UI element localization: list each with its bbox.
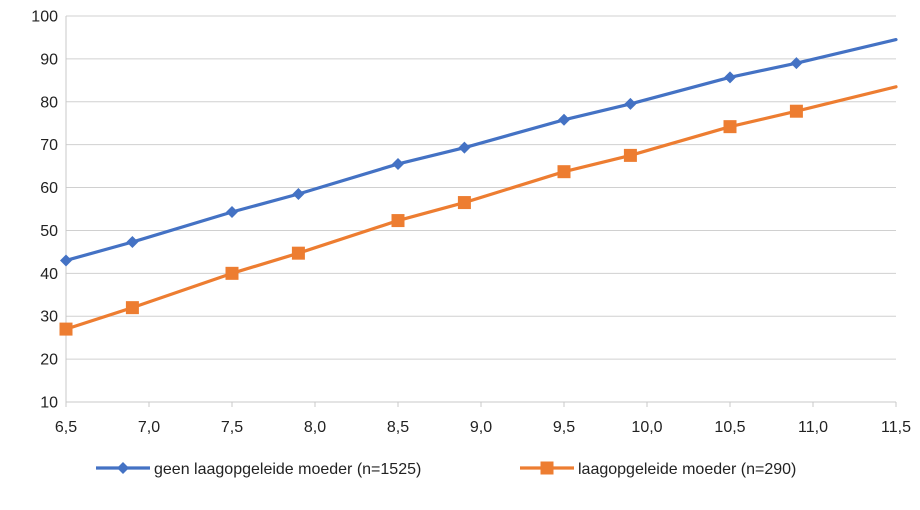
data-point-series-1 [458,141,471,154]
legend: geen laagopgeleide moeder (n=1525) laagop… [96,461,796,478]
y-tick-label: 40 [40,266,58,283]
data-point-series-2 [391,214,405,228]
data-point-series-1 [392,157,404,170]
legend-item-1: geen laagopgeleide moeder (n=1525) [96,461,421,478]
y-tick-label: 30 [40,309,58,326]
y-tick-label: 60 [40,180,58,197]
data-point-series-2 [789,104,803,118]
y-tick-label: 50 [40,223,58,240]
x-tick-label: 11,0 [798,419,828,436]
data-point-series-2 [557,165,571,179]
data-point-series-1 [558,113,570,126]
x-tick-label: 6,5 [55,419,77,436]
x-axis-tick-labels: 6,5 7,0 7,5 8,0 8,5 9,0 9,5 10,0 10,5 11,0 11,5 [55,419,911,436]
data-point-series-1 [624,97,637,110]
x-tick-label: 11,5 [881,419,911,436]
data-point-series-1 [724,71,736,84]
y-tick-label: 70 [40,137,58,154]
legend-label: geen laagopgeleide moeder (n=1525) [154,461,421,478]
series-line-2 [64,85,898,331]
data-point-series-1 [292,187,305,200]
x-tick-label: 8,5 [387,419,409,436]
data-point-series-1 [126,236,139,249]
y-tick-label: 100 [31,9,58,26]
data-point-series-2 [291,246,305,260]
x-tick-label: 9,0 [470,419,492,436]
x-tick-label: 8,0 [304,419,326,436]
data-point-series-1 [226,206,238,219]
data-point-series-2 [457,196,471,210]
y-tick-label: 10 [40,395,58,412]
x-tick-label: 10,5 [714,419,745,436]
gridlines [65,15,897,407]
series-markers [59,57,803,336]
series-line-1 [64,37,898,263]
data-point-series-1 [60,254,72,267]
legend-marker [117,462,129,474]
x-tick-label: 7,5 [221,419,243,436]
legend-marker [540,461,554,475]
x-tick-label: 10,0 [631,419,662,436]
y-tick-label: 20 [40,352,58,369]
y-tick-label: 90 [40,51,58,68]
y-axis-tick-labels: 10 20 30 40 50 60 70 80 90 100 [31,9,58,412]
y-tick-label: 80 [40,94,58,111]
data-point-series-2 [723,120,737,134]
data-point-series-1 [790,57,803,70]
data-point-series-2 [225,266,239,280]
data-point-series-2 [623,148,637,162]
legend-label: laagopgeleide moeder (n=290) [578,461,796,478]
x-tick-label: 7,0 [138,419,160,436]
series-lines [64,37,898,331]
legend-item-2: laagopgeleide moeder (n=290) [520,461,796,478]
x-tick-label: 9,5 [553,419,575,436]
data-point-series-2 [125,301,139,315]
data-point-series-2 [59,322,73,336]
